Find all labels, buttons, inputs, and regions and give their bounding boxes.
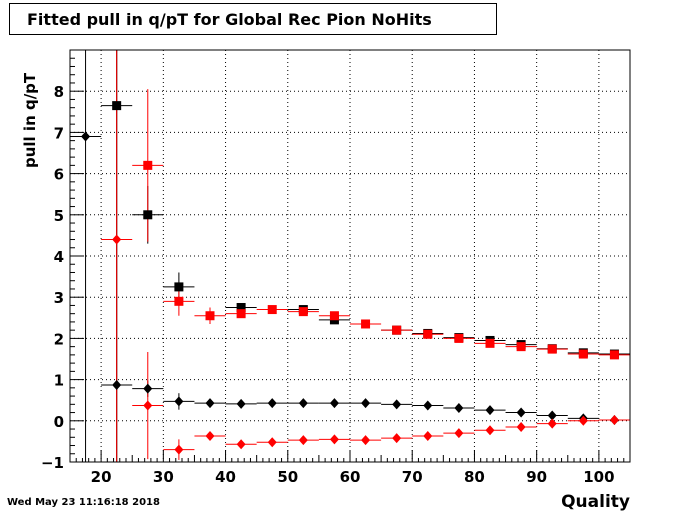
diamond-marker [205, 398, 215, 409]
y-tick-label: 5 [54, 207, 64, 225]
chart-title: Fitted pull in q/pT for Global Rec Pion … [9, 3, 497, 35]
diamond-marker [361, 435, 371, 446]
square-marker [578, 349, 588, 359]
diamond-marker [267, 437, 277, 448]
y-tick-label: 4 [54, 248, 64, 266]
x-tick-label: 30 [153, 468, 174, 486]
diamond-marker [205, 431, 215, 442]
square-marker [236, 309, 246, 319]
grid-lines [70, 50, 630, 462]
x-tick-label: 50 [277, 468, 298, 486]
square-marker [174, 296, 184, 306]
diamond-marker [81, 131, 91, 142]
square-marker [267, 305, 277, 315]
square-marker [361, 319, 371, 329]
square-marker [485, 338, 495, 348]
square-marker [236, 303, 246, 312]
tick-labels: 20 30 40 50 60 70 80 90 100 −1 0 1 2 3 4 5 6 7 8 [41, 83, 615, 486]
diamond-marker [361, 398, 371, 409]
diamond-marker [392, 433, 402, 444]
square-marker [454, 333, 464, 343]
x-tick-label: 20 [91, 468, 112, 486]
square-marker [392, 325, 402, 335]
diamond-marker [485, 425, 495, 436]
square-marker [205, 311, 215, 321]
diamond-marker [423, 431, 433, 442]
timestamp: Wed May 23 11:16:18 2018 [7, 497, 160, 508]
square-marker [516, 342, 526, 352]
x-tick-label: 60 [340, 468, 361, 486]
square-marker [609, 350, 619, 360]
diamond-marker [547, 410, 557, 421]
x-tick-label: 70 [402, 468, 423, 486]
square-marker [547, 344, 557, 354]
diamond-marker [454, 428, 464, 439]
diamond-marker [174, 444, 184, 455]
y-tick-label: 6 [54, 166, 64, 184]
chart-title-text: Fitted pull in q/pT for Global Rec Pion … [27, 9, 432, 29]
y-tick-label: 7 [54, 124, 64, 142]
y-tick-label: 1 [54, 372, 64, 390]
y-tick-label: −1 [41, 454, 64, 472]
square-marker [143, 210, 153, 220]
x-tick-label: 90 [526, 468, 547, 486]
diamond-marker [112, 234, 122, 245]
y-tick-label: 8 [54, 83, 64, 101]
diamond-marker [454, 403, 464, 414]
diamond-marker [236, 439, 246, 450]
diamond-marker [485, 405, 495, 416]
diamond-marker [267, 398, 277, 409]
square-marker [112, 101, 122, 111]
square-marker [423, 329, 433, 339]
diamond-marker [236, 398, 246, 409]
y-tick-label: 3 [54, 289, 64, 307]
square-marker [329, 311, 339, 321]
diamond-marker [516, 421, 526, 432]
y-tick-label: 2 [54, 330, 64, 348]
diamond-marker [547, 418, 557, 429]
diamond-marker [143, 400, 153, 411]
diamond-marker [174, 396, 184, 407]
diamond-marker [298, 435, 308, 446]
diamond-marker [609, 414, 619, 425]
x-axis-label: Quality [561, 492, 630, 512]
axis-ticks [69, 49, 631, 463]
x-tick-label: 100 [583, 468, 614, 486]
x-tick-label: 80 [464, 468, 485, 486]
diamond-marker [423, 400, 433, 411]
square-marker [174, 282, 184, 292]
diamond-marker [143, 383, 153, 394]
x-tick-label: 40 [215, 468, 236, 486]
y-tick-label: 0 [54, 413, 64, 431]
diamond-marker [329, 434, 339, 445]
diamond-marker [516, 407, 526, 418]
square-marker [143, 160, 153, 170]
diamond-marker [392, 399, 402, 410]
diamond-marker [298, 398, 308, 409]
y-axis-label: pull in q/pT [21, 72, 39, 168]
square-marker [298, 307, 308, 317]
diamond-marker [329, 398, 339, 409]
diamond-marker [578, 415, 588, 426]
diamond-marker [112, 379, 122, 390]
data-markers [81, 101, 619, 455]
